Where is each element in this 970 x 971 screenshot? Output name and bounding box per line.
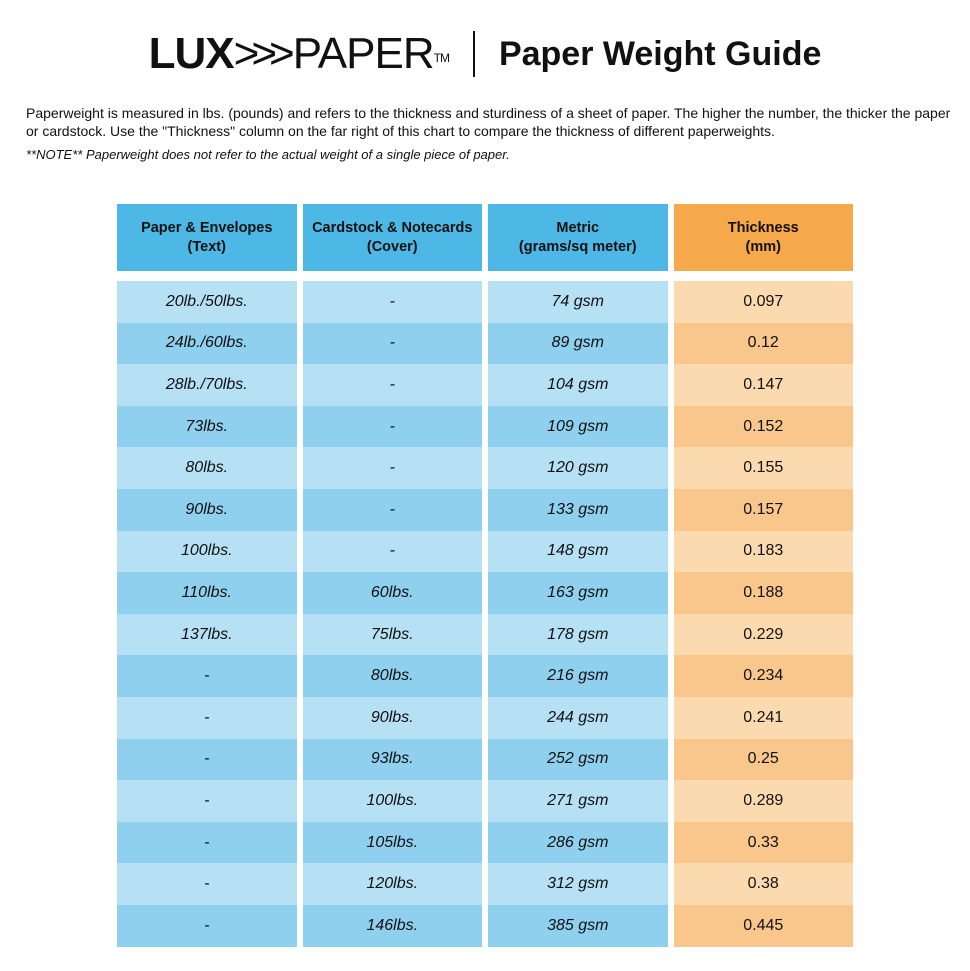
cell-paper: 73lbs. bbox=[117, 405, 297, 448]
note-text: **NOTE** Paperweight does not refer to t… bbox=[26, 147, 510, 162]
header-divider bbox=[472, 31, 475, 77]
cell-cardstock: 90lbs. bbox=[302, 696, 482, 739]
cell-paper: 110lbs. bbox=[117, 572, 297, 614]
cell-metric: 120 gsm bbox=[488, 447, 668, 489]
cell-paper: 80lbs. bbox=[117, 447, 297, 489]
cell-metric: 89 gsm bbox=[488, 322, 668, 365]
table-row: -90lbs. 244 gsm 0.241 bbox=[117, 696, 853, 739]
cell-thickness: 0.155 bbox=[673, 447, 853, 489]
table-row: 90lbs. -133 gsm 0.157 bbox=[117, 488, 853, 531]
cell-metric: 244 gsm bbox=[488, 696, 668, 739]
cell-thickness: 0.289 bbox=[673, 780, 853, 822]
table-row: 73lbs. -109 gsm 0.152 bbox=[117, 405, 853, 448]
cell-metric: 271 gsm bbox=[488, 780, 668, 822]
table-row: 80lbs. -120 gsm 0.155 bbox=[117, 447, 853, 489]
cell-thickness: 0.241 bbox=[673, 696, 853, 739]
cell-metric: 74 gsm bbox=[488, 281, 668, 323]
cell-metric: 385 gsm bbox=[488, 904, 668, 947]
table-row: -93lbs. 252 gsm 0.25 bbox=[117, 738, 853, 781]
cell-cardstock: 60lbs. bbox=[302, 572, 482, 614]
cell-thickness: 0.188 bbox=[673, 572, 853, 614]
cell-paper: 137lbs. bbox=[117, 613, 297, 656]
cell-cardstock: 80lbs. bbox=[302, 655, 482, 697]
cell-paper: 24lb./60lbs. bbox=[117, 322, 297, 365]
table-row: 24lb./60lbs. -89 gsm 0.12 bbox=[117, 322, 853, 365]
cell-thickness: 0.152 bbox=[673, 405, 853, 448]
cell-paper: - bbox=[117, 863, 297, 905]
cell-paper: - bbox=[117, 738, 297, 781]
table-row: -146lbs. 385 gsm 0.445 bbox=[117, 904, 853, 947]
cell-cardstock: - bbox=[302, 405, 482, 448]
column-header-metric: Metric (grams/sq meter) bbox=[488, 204, 668, 271]
cell-paper: - bbox=[117, 696, 297, 739]
cell-cardstock: - bbox=[302, 447, 482, 489]
cell-paper: - bbox=[117, 821, 297, 864]
cell-thickness: 0.157 bbox=[673, 488, 853, 531]
cell-cardstock: - bbox=[302, 530, 482, 573]
table-row: -105lbs. 286 gsm 0.33 bbox=[117, 821, 853, 864]
page-header: LUX>>> PAPERTM Paper Weight Guide bbox=[0, 24, 970, 84]
cell-metric: 178 gsm bbox=[488, 613, 668, 656]
cell-metric: 163 gsm bbox=[488, 572, 668, 614]
cell-thickness: 0.147 bbox=[673, 364, 853, 406]
cell-paper: - bbox=[117, 655, 297, 697]
cell-paper: - bbox=[117, 780, 297, 822]
column-header-cardstock: Cardstock & Notecards (Cover) bbox=[302, 204, 482, 271]
cell-metric: 133 gsm bbox=[488, 488, 668, 531]
cell-paper: - bbox=[117, 904, 297, 947]
cell-cardstock: - bbox=[302, 488, 482, 531]
paper-weight-table: Paper & Envelopes (Text) Cardstock & Not… bbox=[117, 204, 853, 947]
cell-thickness: 0.097 bbox=[673, 281, 853, 323]
cell-thickness: 0.229 bbox=[673, 613, 853, 656]
cell-thickness: 0.183 bbox=[673, 530, 853, 573]
cell-thickness: 0.38 bbox=[673, 863, 853, 905]
cell-paper: 90lbs. bbox=[117, 488, 297, 531]
column-header-paper: Paper & Envelopes (Text) bbox=[117, 204, 297, 271]
cell-thickness: 0.234 bbox=[673, 655, 853, 697]
cell-thickness: 0.25 bbox=[673, 738, 853, 781]
cell-cardstock: 146lbs. bbox=[302, 904, 482, 947]
cell-cardstock: - bbox=[302, 281, 482, 323]
cell-thickness: 0.445 bbox=[673, 904, 853, 947]
luxpaper-logo: LUX>>> PAPERTM bbox=[148, 29, 450, 78]
cell-metric: 148 gsm bbox=[488, 530, 668, 573]
cell-metric: 216 gsm bbox=[488, 655, 668, 697]
cell-metric: 312 gsm bbox=[488, 863, 668, 905]
cell-cardstock: - bbox=[302, 364, 482, 406]
table-header: Paper & Envelopes (Text) Cardstock & Not… bbox=[117, 204, 853, 271]
table-row: -120lbs. 312 gsm 0.38 bbox=[117, 863, 853, 905]
cell-cardstock: 100lbs. bbox=[302, 780, 482, 822]
cell-thickness: 0.12 bbox=[673, 322, 853, 365]
cell-cardstock: - bbox=[302, 322, 482, 365]
table-row: -80lbs. 216 gsm 0.234 bbox=[117, 655, 853, 697]
page-title: Paper Weight Guide bbox=[498, 35, 822, 73]
cell-thickness: 0.33 bbox=[673, 821, 853, 864]
intro-text: Paperweight is measured in lbs. (pounds)… bbox=[26, 105, 951, 139]
table-row: 100lbs. -148 gsm 0.183 bbox=[117, 530, 853, 573]
cell-cardstock: 105lbs. bbox=[302, 821, 482, 864]
table-row: 28lb./70lbs. -104 gsm 0.147 bbox=[117, 364, 853, 406]
cell-paper: 28lb./70lbs. bbox=[117, 364, 297, 406]
table-row: 110lbs. 60lbs. 163 gsm 0.188 bbox=[117, 572, 853, 614]
table-row: 137lbs. 75lbs. 178 gsm 0.229 bbox=[117, 613, 853, 656]
cell-paper: 100lbs. bbox=[117, 530, 297, 573]
cell-metric: 286 gsm bbox=[488, 821, 668, 864]
table-row: 20lb./50lbs. -74 gsm 0.097 bbox=[117, 281, 853, 323]
cell-cardstock: 75lbs. bbox=[302, 613, 482, 656]
cell-metric: 252 gsm bbox=[488, 738, 668, 781]
cell-cardstock: 93lbs. bbox=[302, 738, 482, 781]
table-body: 20lb./50lbs. -74 gsm 0.097 24lb./60lbs. -89 … bbox=[117, 281, 853, 947]
table-row: -100lbs. 271 gsm 0.289 bbox=[117, 780, 853, 822]
column-header-thickness: Thickness (mm) bbox=[673, 204, 853, 271]
cell-paper: 20lb./50lbs. bbox=[117, 281, 297, 323]
cell-cardstock: 120lbs. bbox=[302, 863, 482, 905]
cell-metric: 109 gsm bbox=[488, 405, 668, 448]
intro-block: Paperweight is measured in lbs. (pounds)… bbox=[26, 104, 956, 163]
cell-metric: 104 gsm bbox=[488, 364, 668, 406]
